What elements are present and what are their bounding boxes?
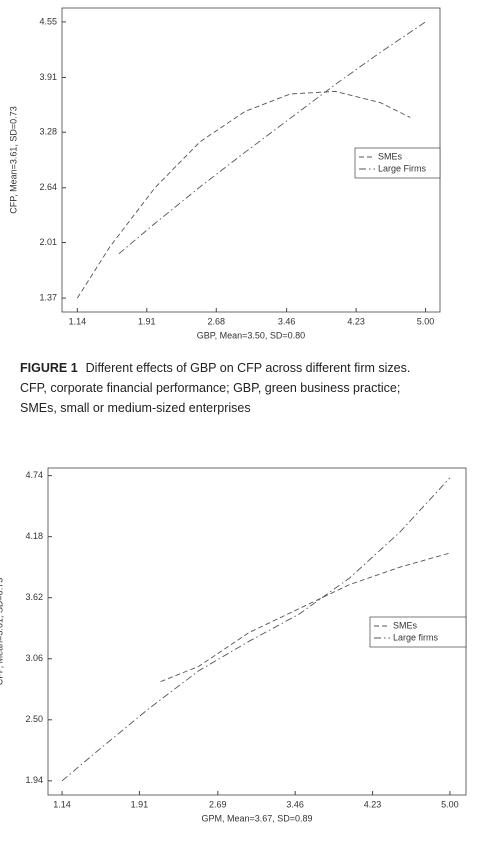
y-tick-label: 4.55: [39, 16, 57, 26]
y-tick-label: 3.91: [39, 72, 57, 82]
series-line: [160, 552, 451, 683]
x-axis-label: GPM, Mean=3.67, SD=0.89: [201, 813, 312, 823]
y-tick-label: 4.74: [25, 470, 43, 480]
y-tick-label: 4.18: [25, 531, 43, 541]
y-tick-label: 3.62: [25, 592, 43, 602]
y-tick-label: 2.50: [25, 714, 43, 724]
chart: 1.14 1.91 2.68 3.46 4.23 5.00 1.37 2.01 2.64 3.28…: [8, 7, 441, 340]
x-axis-label: GBP, Mean=3.50, SD=0.80: [197, 330, 305, 340]
x-tick-label: 4.23: [347, 316, 365, 326]
chart: 1.14 1.91 2.69 3.46 4.23 5.00 1.94 2.50 3.06 3.62…: [0, 467, 467, 823]
y-tick-label: 3.28: [39, 127, 57, 137]
caption: FIGURE 1 Different effects of GBP on CFP …: [20, 358, 425, 418]
series-line: [61, 477, 451, 782]
y-axis-label: CFP, Mean=3.61, SD=0.73: [8, 106, 18, 213]
y-tick-label: 2.01: [39, 237, 57, 247]
x-tick-label: 2.68: [208, 316, 226, 326]
y-axis-label: CFP, Mean=3.61, SD=0.73: [0, 578, 4, 685]
series-line: [118, 21, 426, 255]
x-tick-label: 3.46: [286, 799, 304, 809]
x-tick-label: 5.00: [441, 799, 459, 809]
legend-box: [354, 147, 441, 179]
x-tick-label: 2.69: [209, 799, 227, 809]
legend-label: SMEs: [393, 620, 418, 630]
y-tick-label: 1.94: [25, 775, 43, 785]
x-tick-label: 4.23: [364, 799, 382, 809]
legend-label: Large Firms: [378, 163, 427, 173]
x-tick-label: 3.46: [278, 316, 296, 326]
x-tick-label: 1.14: [69, 316, 87, 326]
caption-label: FIGURE 1: [20, 361, 78, 375]
caption-text: Different effects of GBP on CFP across d…: [20, 361, 411, 415]
x-tick-label: 5.00: [417, 316, 435, 326]
x-tick-label: 1.14: [53, 799, 71, 809]
x-tick-label: 1.91: [131, 799, 149, 809]
legend-box: [369, 616, 467, 648]
y-tick-label: 3.06: [25, 653, 43, 663]
y-tick-label: 2.64: [39, 182, 57, 192]
legend-label: Large firms: [393, 632, 439, 642]
series-line: [76, 90, 411, 299]
legend-label: SMEs: [378, 151, 403, 161]
y-tick-label: 1.37: [39, 292, 57, 302]
x-tick-label: 1.91: [138, 316, 156, 326]
